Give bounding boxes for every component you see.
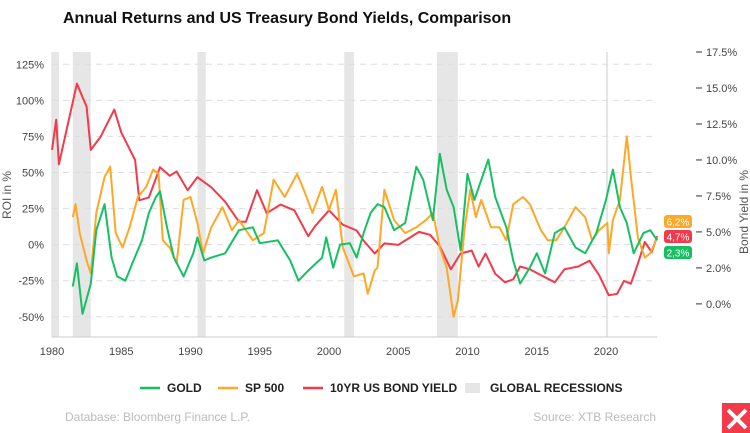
right-tick-label: 15.0%: [706, 83, 737, 95]
chart-title: Annual Returns and US Treasury Bond Yiel…: [63, 10, 512, 27]
series-lines: [51, 82, 659, 318]
right-axis-label: Bond Yield in %: [737, 170, 750, 254]
end-label-text: 6,2%: [667, 218, 690, 229]
xtb-logo: [722, 403, 750, 433]
right-tick-label: 12.5%: [706, 119, 737, 131]
series-line-sp-500: [71, 135, 659, 318]
left-axis: 125% 100% 75% 50% 25% 0% -25% -50%: [16, 59, 44, 324]
series-line-gold: [71, 152, 659, 315]
legend-item-label: 10YR US BOND YIELD: [330, 381, 457, 395]
recession-band: [52, 52, 59, 337]
right-tick-label: 17.5%: [706, 47, 737, 59]
left-tick-label: 125%: [16, 59, 44, 71]
x-tick-label: 1995: [248, 346, 272, 358]
right-tick-label: 5.0%: [706, 227, 731, 239]
legend-item-label: GLOBAL RECESSIONS: [490, 381, 622, 395]
end-labels: 6,2% 4,7% 2,3%: [664, 215, 692, 260]
legend-item-label: SP 500: [245, 381, 284, 395]
legend-item-label: GOLD: [167, 381, 202, 395]
x-tick-label: 1990: [178, 346, 202, 358]
x-tick-label: 2010: [455, 346, 479, 358]
x-axis: 1980 1985 1990 1995 2000 2005 2010 2015 2020: [40, 52, 657, 358]
recession-band: [344, 52, 354, 337]
recession-bands: [52, 52, 609, 337]
right-axis: 17.5% 15.0% 12.5% 10.0% 7.5% 5.0% 2.0% 0.0%: [696, 47, 737, 311]
x-tick-label: 2000: [317, 346, 341, 358]
x-tick-label: 1980: [40, 346, 64, 358]
x-tick-label: 2005: [386, 346, 410, 358]
legend-swatch: [465, 383, 480, 393]
x-tick-label: 2015: [525, 346, 549, 358]
legend: GOLD SP 500 10YR US BOND YIELD GLOBAL RECES…: [140, 381, 622, 395]
left-tick-label: -50%: [18, 312, 44, 324]
x-tick-label: 2020: [594, 346, 618, 358]
series-line-10yr-us-bond-yield: [51, 82, 659, 297]
left-tick-label: 100%: [16, 95, 44, 107]
footer-source: Source: XTB Research: [533, 410, 656, 424]
end-label-badge: [664, 215, 692, 228]
recession-band: [437, 52, 458, 337]
left-tick-label: 0%: [28, 240, 44, 252]
gridlines: [52, 63, 657, 318]
end-label-badge: [664, 246, 692, 259]
footer-database: Database: Bloomberg Finance L.P.: [65, 410, 250, 424]
left-axis-label: ROI in %: [0, 171, 14, 219]
right-tick-label: 7.5%: [706, 191, 731, 203]
end-label-text: 2,3%: [667, 249, 690, 260]
recession-band: [197, 52, 206, 337]
left-tick-label: -25%: [18, 276, 44, 288]
left-tick-label: 25%: [22, 204, 44, 216]
end-label-text: 4,7%: [667, 233, 690, 244]
right-tick-label: 0.0%: [706, 299, 731, 311]
left-tick-label: 50%: [22, 167, 44, 179]
end-label-badge: [664, 230, 692, 243]
right-tick-label: 2.0%: [706, 263, 731, 275]
left-tick-label: 75%: [22, 131, 44, 143]
x-tick-label: 1985: [109, 346, 133, 358]
right-tick-label: 10.0%: [706, 155, 737, 167]
